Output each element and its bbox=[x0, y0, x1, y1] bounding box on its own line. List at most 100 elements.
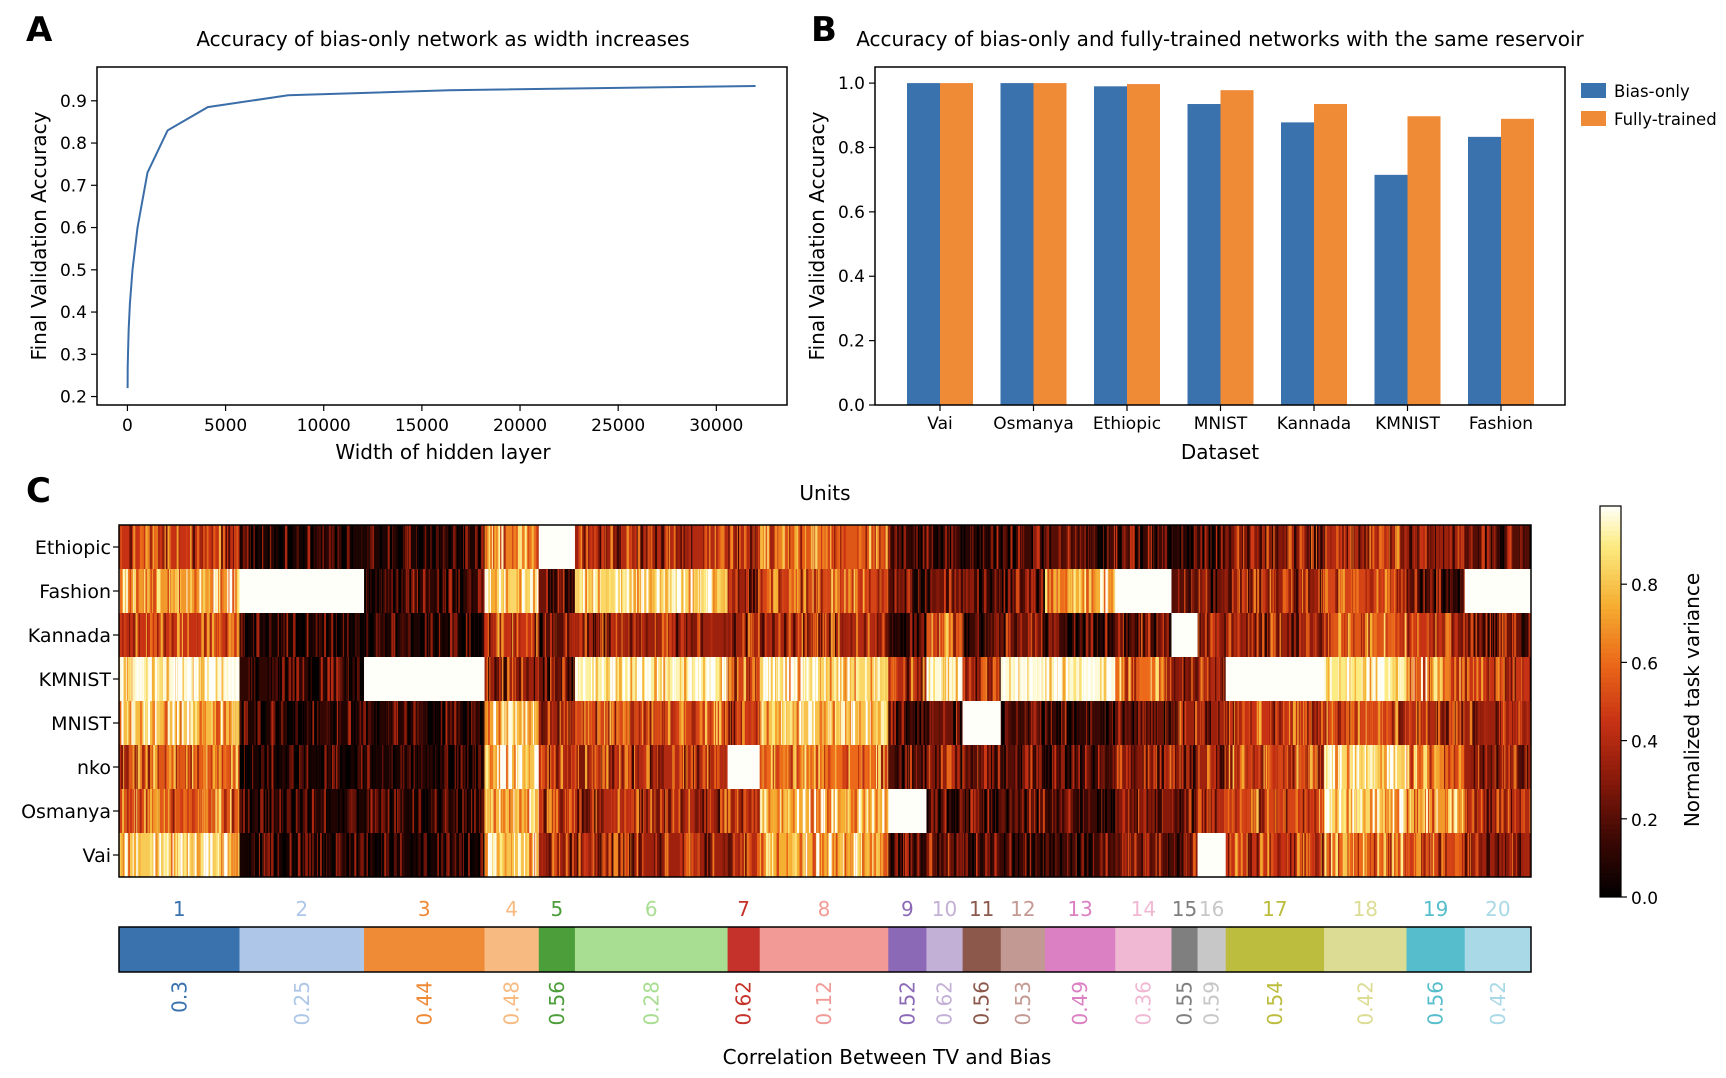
heat-stripe bbox=[132, 701, 134, 745]
heat-stripe bbox=[288, 789, 291, 833]
heat-stripe bbox=[178, 657, 180, 701]
heat-stripe bbox=[808, 701, 812, 745]
heat-stripe bbox=[390, 833, 394, 877]
heat-stripe bbox=[788, 613, 791, 657]
heat-stripe bbox=[876, 569, 879, 613]
heat-stripe bbox=[224, 833, 228, 877]
heat-stripe bbox=[626, 569, 629, 613]
heat-stripe bbox=[229, 569, 233, 613]
heat-stripe bbox=[733, 525, 736, 569]
heat-stripe bbox=[358, 833, 361, 877]
heat-stripe bbox=[882, 789, 885, 833]
heat-stripe bbox=[494, 657, 497, 701]
heat-stripe bbox=[906, 701, 908, 745]
heat-stripe bbox=[863, 525, 865, 569]
heat-cell-kmnist-c8 bbox=[759, 657, 889, 702]
heat-stripe bbox=[1110, 525, 1113, 569]
heat-stripe bbox=[516, 613, 519, 657]
heat-stripe bbox=[358, 613, 361, 657]
heat-stripe bbox=[197, 745, 199, 789]
heat-stripe bbox=[774, 701, 777, 745]
heat-stripe bbox=[212, 569, 215, 613]
heat-stripe bbox=[564, 701, 567, 745]
heat-stripe bbox=[858, 525, 862, 569]
heat-stripe bbox=[853, 833, 856, 877]
heat-stripe bbox=[404, 525, 406, 569]
heat-stripe bbox=[741, 701, 743, 745]
heat-stripe bbox=[670, 613, 672, 657]
heat-stripe bbox=[398, 569, 402, 613]
heat-stripe bbox=[186, 701, 190, 745]
heat-stripe bbox=[872, 833, 875, 877]
heat-stripe bbox=[790, 745, 793, 789]
heat-stripe bbox=[929, 833, 933, 877]
heat-stripe bbox=[311, 525, 314, 569]
heat-stripe bbox=[903, 657, 906, 701]
heat-stripe bbox=[384, 833, 387, 877]
heat-stripe bbox=[289, 745, 292, 789]
heat-stripe bbox=[186, 833, 188, 877]
heat-stripe bbox=[296, 657, 300, 701]
heat-stripe bbox=[1064, 701, 1067, 745]
heat-stripe bbox=[848, 613, 850, 657]
heat-stripe bbox=[669, 569, 671, 613]
heat-stripe bbox=[336, 701, 340, 745]
heat-stripe bbox=[1037, 701, 1039, 745]
heat-stripe bbox=[999, 745, 1001, 789]
heat-stripe bbox=[588, 745, 590, 789]
heat-stripe bbox=[1083, 613, 1086, 657]
heat-stripe bbox=[786, 613, 788, 657]
heat-stripe bbox=[437, 833, 441, 877]
heat-stripe bbox=[178, 525, 181, 569]
y-tick-label: 0.8 bbox=[838, 138, 865, 158]
heat-stripe bbox=[469, 745, 472, 789]
heat-stripe bbox=[777, 745, 779, 789]
heat-stripe bbox=[436, 525, 439, 569]
heat-stripe bbox=[260, 525, 262, 569]
heat-stripe bbox=[147, 569, 149, 613]
heat-stripe bbox=[1073, 701, 1076, 745]
heat-stripe bbox=[1027, 657, 1029, 701]
heat-stripe bbox=[807, 613, 809, 657]
heat-stripe bbox=[946, 613, 949, 657]
heat-stripe bbox=[333, 745, 337, 789]
heat-stripe bbox=[282, 833, 285, 877]
heat-stripe bbox=[980, 745, 983, 789]
heat-stripe bbox=[739, 833, 742, 877]
heat-stripe bbox=[439, 569, 441, 613]
heat-stripe bbox=[1084, 745, 1088, 789]
heat-stripe bbox=[800, 569, 803, 613]
heat-stripe bbox=[1052, 657, 1054, 701]
heat-stripe bbox=[444, 789, 447, 833]
heat-stripe bbox=[606, 745, 609, 789]
heat-stripe bbox=[293, 613, 296, 657]
heat-stripe bbox=[1058, 525, 1061, 569]
heat-stripe bbox=[1096, 569, 1099, 613]
heat-stripe bbox=[768, 833, 770, 877]
heat-stripe bbox=[429, 701, 431, 745]
heat-stripe bbox=[716, 789, 718, 833]
heat-stripe bbox=[471, 833, 475, 877]
heat-stripe bbox=[527, 789, 531, 833]
heat-stripe bbox=[269, 525, 272, 569]
heat-stripe bbox=[153, 833, 156, 877]
heat-stripe bbox=[364, 569, 367, 613]
heat-stripe bbox=[564, 657, 567, 701]
heat-stripe bbox=[676, 569, 680, 613]
heat-stripe bbox=[683, 525, 686, 569]
heat-stripe bbox=[587, 789, 589, 833]
heat-stripe bbox=[458, 569, 461, 613]
heat-stripe bbox=[1043, 745, 1045, 789]
heat-stripe bbox=[571, 613, 574, 657]
heat-stripe bbox=[811, 525, 813, 569]
heat-stripe bbox=[408, 569, 410, 613]
heat-stripe bbox=[869, 833, 873, 877]
heat-stripe bbox=[215, 701, 219, 745]
heat-stripe bbox=[870, 569, 871, 613]
heat-stripe bbox=[768, 833, 771, 877]
heat-stripe bbox=[648, 569, 650, 613]
heat-stripe bbox=[484, 569, 488, 613]
heat-stripe bbox=[1049, 657, 1052, 701]
heat-stripe bbox=[267, 613, 269, 657]
heat-stripe bbox=[493, 833, 496, 877]
